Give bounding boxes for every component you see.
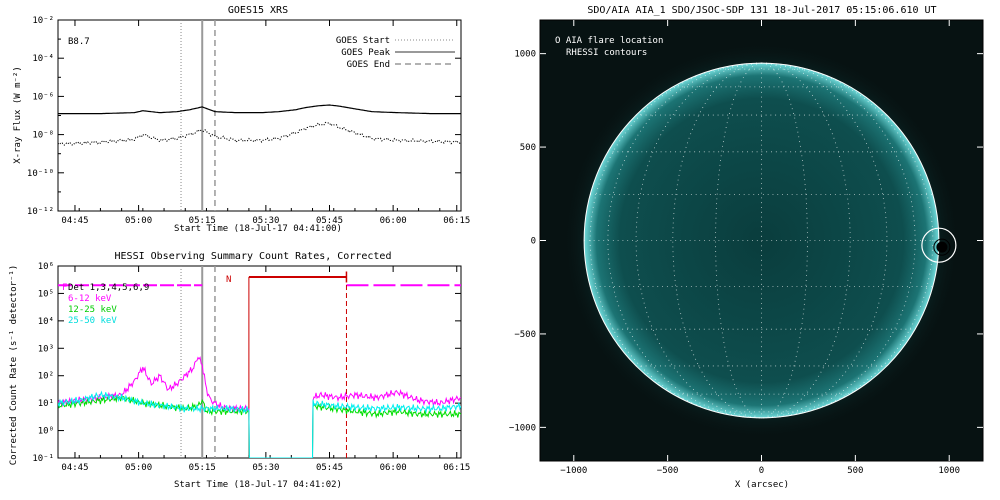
hessi-x-tick-label: 05:30 (252, 463, 279, 473)
hessi-y-tick-label: 10¹ (38, 399, 54, 409)
hessi-panel: HESSI Observing Summary Count Rates, Cor… (9, 251, 470, 490)
aia-x-tick-label: 0 (759, 466, 764, 476)
aia-x-axis: −1000 −500 0 500 1000 (560, 20, 960, 476)
aia-x-tick-label: 1000 (938, 466, 960, 476)
goes-legend-peak-label: GOES Peak (341, 48, 390, 58)
hessi-flag-n: N (226, 275, 231, 285)
aia-x-tick-label: −1000 (560, 466, 587, 476)
goes-y-tick-label: 10⁻⁶ (32, 92, 54, 102)
aia-y-tick-label: 0 (531, 237, 536, 247)
goes-y-tick-label: 10⁻⁴ (32, 54, 54, 64)
aia-longitude-line (761, 62, 933, 419)
aia-panel: SDO/AIA AIA_1 SDO/JSOC-SDP 131 18-Jul-20… (509, 5, 984, 490)
goes-panel: GOES15 XRS 10⁻² 10⁻⁴ 10⁻⁶ 10⁻⁸ 10⁻¹⁰ 10⁻¹² 04… (13, 5, 470, 234)
hessi-x-tick-label: 06:15 (443, 463, 470, 473)
aia-limb-circle (583, 62, 940, 419)
aia-x-label: X (arcsec) (735, 480, 789, 490)
goes-x-tick-label: 04:45 (61, 216, 88, 226)
hessi-y-tick-label: 10⁰ (38, 427, 54, 437)
hessi-event-lines (180, 266, 216, 458)
hessi-y-tick-label: 10² (38, 372, 54, 382)
goes-x-tick-label: 05:30 (252, 216, 279, 226)
hessi-x-label: Start Time (18-Jul-17 04:41:02) (174, 480, 342, 490)
hessi-y-tick-label: 10³ (38, 344, 54, 354)
hessi-series-12-25-keV (58, 394, 461, 458)
hessi-y-tick-label: 10⁵ (38, 289, 54, 299)
aia-title: SDO/AIA AIA_1 SDO/JSOC-SDP 131 18-Jul-20… (587, 5, 936, 16)
hessi-flag-f: F (62, 283, 67, 293)
aia-rhessi-contour-outer (933, 238, 951, 256)
goes-series-short (58, 121, 461, 146)
goes-y-label: X-ray Flux (W m⁻²) (13, 66, 23, 164)
hessi-x-axis: 04:45 05:00 05:15 05:30 05:45 06:00 06:15 (57, 266, 470, 473)
goes-legend-end-label: GOES End (347, 60, 390, 70)
goes-x-tick-label: 05:00 (125, 216, 152, 226)
goes-y-tick-label: 10⁻² (32, 16, 54, 26)
hessi-plot-frame (57, 265, 462, 459)
hessi-x-tick-label: 05:45 (316, 463, 343, 473)
goes-legend-start-label: GOES Start (336, 36, 390, 46)
hessi-series-6-12-keV (58, 356, 461, 458)
hessi-y-tick-label: 10⁻¹ (32, 454, 54, 464)
goes-x-tick-label: 05:45 (316, 216, 343, 226)
aia-longitude-line (590, 62, 762, 419)
aia-legend-rhessi: RHESSI contours (566, 48, 647, 58)
aia-image (562, 41, 961, 440)
aia-y-tick-label: 500 (520, 143, 536, 153)
aia-x-tick-label: 500 (847, 466, 863, 476)
aia-y-tick-label: −500 (514, 330, 536, 340)
goes-event-lines (180, 20, 216, 211)
hessi-x-tick-label: 05:00 (125, 463, 152, 473)
aia-y-tick-label: 1000 (514, 50, 536, 60)
goes-series (58, 104, 461, 146)
goes-y-tick-label: 10⁻¹² (27, 207, 54, 217)
hessi-y-axis: 10⁶ 10⁵ 10⁴ 10³ 10² 10¹ 10⁰ 10⁻¹ (32, 262, 461, 464)
hessi-y-tick-label: 10⁶ (38, 262, 54, 272)
aia-rhessi-contour-core (936, 241, 948, 253)
aia-longitude-line (761, 62, 888, 419)
goes-x-tick-label: 05:15 (189, 216, 216, 226)
hessi-x-tick-label: 04:45 (61, 463, 88, 473)
hessi-y-label: Corrected Count Rate (s⁻¹ detector⁻¹) (9, 265, 19, 465)
aia-longitude-line (715, 62, 762, 419)
goes-series-long (58, 104, 461, 115)
aia-longitude-line (761, 62, 808, 419)
goes-y-tick-label: 10⁻¹⁰ (27, 169, 54, 179)
hessi-legend: Det 1,3,4,5,6,9 6-12 keV 12-25 keV 25-50… (68, 283, 149, 326)
aia-y-axis: 1000 500 0 −500 −1000 (509, 50, 983, 433)
goes-flare-class: B8.7 (68, 37, 90, 47)
hessi-series-25-50-keV (58, 390, 461, 458)
hessi-title: HESSI Observing Summary Count Rates, Cor… (115, 251, 392, 262)
aia-coordinate-grid (584, 62, 939, 419)
hessi-legend-det: Det 1,3,4,5,6,9 (68, 283, 149, 293)
goes-x-label: Start Time (18-Jul-17 04:41:00) (174, 224, 342, 234)
aia-flare-location-circle (921, 227, 957, 263)
aia-rhessi-contours (933, 238, 951, 256)
goes-title: GOES15 XRS (228, 5, 288, 16)
aia-y-tick-label: −1000 (509, 423, 536, 433)
goes-x-tick-label: 06:00 (380, 216, 407, 226)
hessi-y-tick-label: 10⁴ (38, 317, 54, 327)
aia-solar-disk (584, 63, 939, 418)
goes-y-axis: 10⁻² 10⁻⁴ 10⁻⁶ 10⁻⁸ 10⁻¹⁰ 10⁻¹² (27, 16, 461, 217)
aia-x-tick-label: −500 (657, 466, 679, 476)
hessi-legend-12-25: 12-25 keV (68, 305, 117, 315)
hessi-flag-bars (58, 271, 461, 458)
goes-legend: GOES Start GOES Peak GOES End (336, 36, 455, 70)
hessi-x-tick-label: 06:00 (380, 463, 407, 473)
hessi-series (58, 356, 461, 458)
goes-x-axis: 04:45 05:00 05:15 05:30 05:45 06:00 06:15 (57, 20, 470, 226)
hessi-legend-25-50: 25-50 keV (68, 316, 117, 326)
hessi-legend-6-12: 6-12 keV (68, 294, 112, 304)
goes-y-tick-label: 10⁻⁸ (32, 131, 54, 141)
hessi-x-tick-label: 05:15 (189, 463, 216, 473)
aia-legend-flare-location: O AIA flare location (555, 36, 663, 46)
goes-plot-frame (57, 19, 462, 212)
goes-x-tick-label: 06:15 (443, 216, 470, 226)
aia-longitude-line (635, 62, 762, 419)
